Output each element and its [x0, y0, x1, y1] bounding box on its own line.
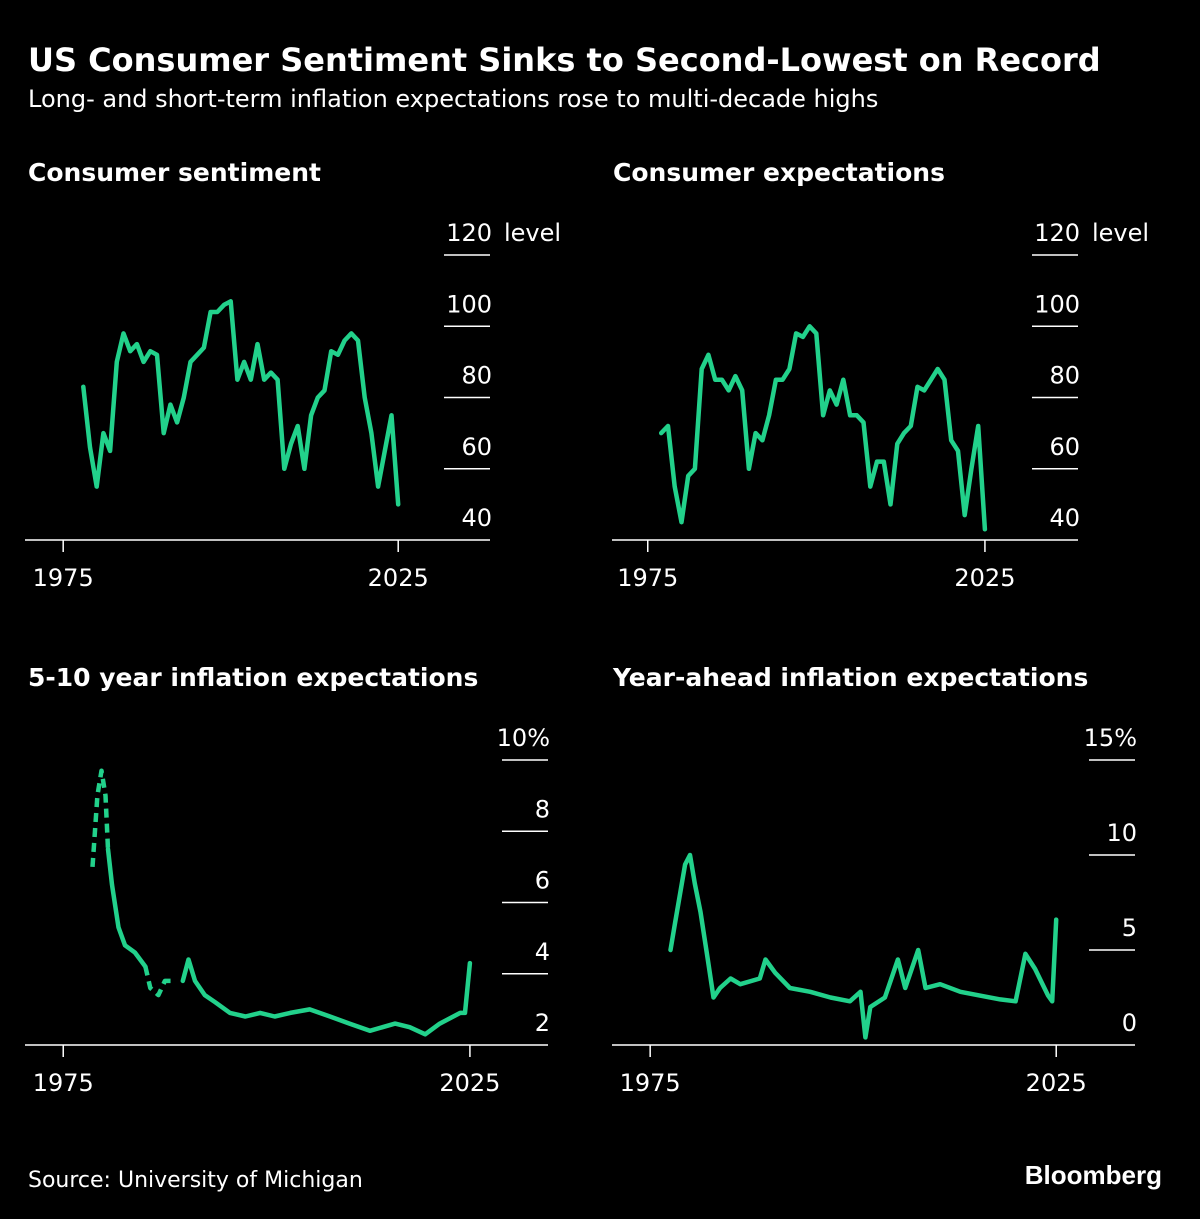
x-tick-label: 2025 — [1026, 1069, 1087, 1097]
x-tick-label: 1975 — [617, 564, 678, 592]
y-tick-label: 15% — [1084, 724, 1137, 752]
x-tick-label: 1975 — [620, 1069, 681, 1097]
page-subtitle: Long- and short-term inflation expectati… — [28, 85, 878, 113]
y-tick-label: 80 — [1049, 362, 1080, 390]
y-tick-label: 100 — [1034, 290, 1080, 318]
data-line — [81, 299, 401, 507]
y-tick-label: 5 — [1122, 914, 1137, 942]
source: Source: University of Michigan — [28, 1168, 363, 1193]
logo: Bloomberg — [1025, 1160, 1162, 1190]
y-unit: level — [504, 219, 561, 247]
y-tick-label: 0 — [1122, 1009, 1137, 1037]
panel-title: Consumer sentiment — [28, 158, 321, 187]
data-line — [668, 852, 1059, 1040]
panel-title: 5-10 year inflation expectations — [28, 663, 478, 692]
y-tick-label: 6 — [535, 867, 550, 895]
x-tick-label: 2025 — [368, 564, 429, 592]
y-tick-label: 100 — [446, 290, 492, 318]
y-tick-label: 120 — [446, 219, 492, 247]
page-title: US Consumer Sentiment Sinks to Second-Lo… — [28, 41, 1101, 79]
x-tick-label: 2025 — [954, 564, 1015, 592]
y-tick-label: 10% — [497, 724, 550, 752]
x-tick-label: 1975 — [33, 564, 94, 592]
x-tick-label: 1975 — [33, 1069, 94, 1097]
y-tick-label: 4 — [535, 938, 550, 966]
y-tick-label: 120 — [1034, 219, 1080, 247]
y-tick-label: 80 — [461, 362, 492, 390]
y-tick-label: 10 — [1106, 819, 1137, 847]
y-tick-label: 60 — [1049, 433, 1080, 461]
panel-title: Consumer expectations — [613, 158, 945, 187]
y-tick-label: 40 — [1049, 504, 1080, 532]
data-line — [90, 768, 173, 998]
y-tick-label: 8 — [535, 795, 550, 823]
data-line — [105, 846, 473, 1037]
x-tick-label: 2025 — [439, 1069, 500, 1097]
panel-title: Year-ahead inflation expectations — [612, 663, 1088, 692]
y-tick-label: 40 — [461, 504, 492, 532]
data-line — [658, 324, 988, 532]
y-unit: level — [1092, 219, 1149, 247]
y-tick-label: 2 — [535, 1009, 550, 1037]
y-tick-label: 60 — [461, 433, 492, 461]
